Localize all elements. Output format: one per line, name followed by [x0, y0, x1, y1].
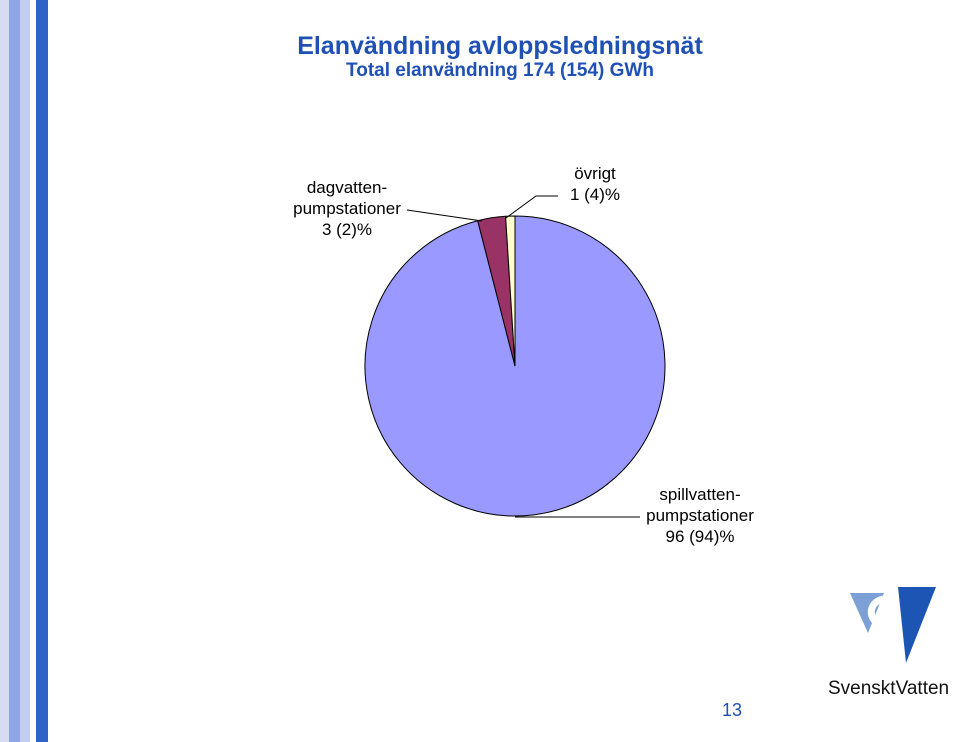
slide-subtitle: Total elanvändning 174 (154) GWh — [346, 60, 654, 81]
page-number: 13 — [722, 700, 743, 720]
slice-leader-line — [406, 209, 483, 222]
stripe — [36, 0, 48, 742]
slice-label: dagvatten-pumpstationer 3 (2)% — [293, 178, 401, 239]
decorative-side-stripes — [0, 0, 60, 742]
logo-text: SvensktVatten — [828, 678, 950, 699]
slide-title: Elanvändning avloppsledningsnät — [297, 32, 703, 60]
svenskt-vatten-logo-icon — [850, 587, 936, 663]
stripe — [0, 0, 9, 742]
stripe — [30, 0, 36, 742]
stripe — [9, 0, 20, 742]
pie-slice — [505, 215, 516, 367]
stripe — [20, 0, 30, 742]
slice-label: spillvatten-pumpstationer 96 (94)% — [646, 485, 754, 546]
slice-label: övrigt 1 (4)% — [570, 164, 620, 204]
slice-leader-line — [505, 195, 558, 219]
title-block: Elanvändning avloppsledningsnät Total el… — [240, 32, 760, 82]
